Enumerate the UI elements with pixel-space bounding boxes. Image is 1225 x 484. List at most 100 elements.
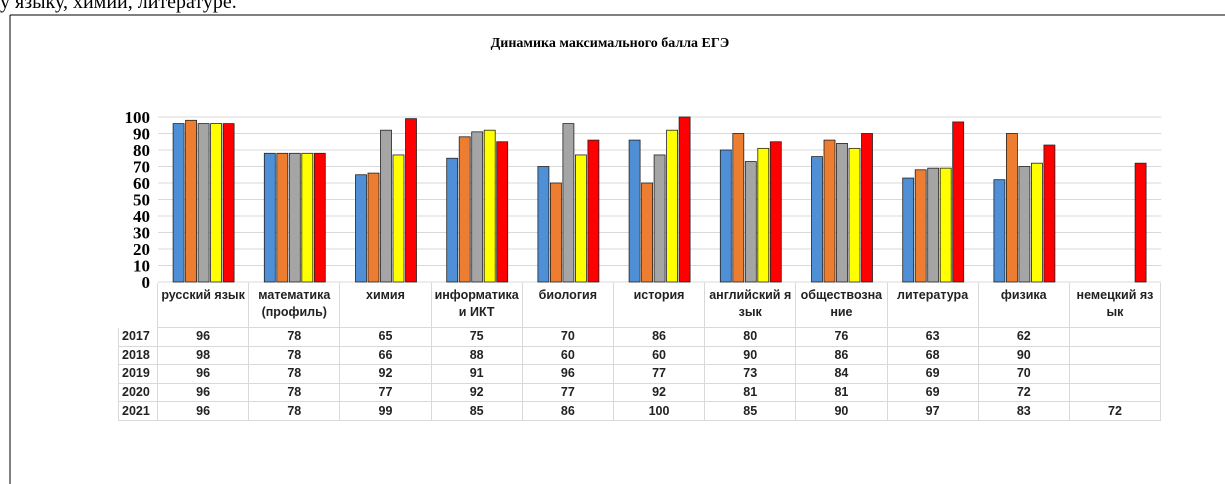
table-value: 80: [705, 328, 797, 347]
table-value: 98: [158, 346, 250, 366]
table-value: 73: [705, 365, 797, 384]
y-tick-label: 20: [133, 240, 150, 259]
table-value: 65: [340, 328, 432, 347]
bar: [471, 131, 484, 283]
bar: [1018, 166, 1031, 283]
table-value: 62: [978, 328, 1070, 347]
table-value: 83: [978, 402, 1070, 421]
bar: [641, 182, 653, 283]
table-value: 78: [249, 346, 341, 366]
bar: [927, 167, 940, 283]
bar: [1043, 144, 1056, 283]
table-value: [1069, 365, 1162, 384]
y-tick-label: 0: [142, 273, 151, 292]
y-tick-label: 70: [133, 158, 150, 177]
category-label: русский язык: [158, 283, 250, 328]
table-value: 96: [158, 383, 250, 403]
series-name: 2020: [118, 383, 158, 403]
table-value: 69: [887, 383, 979, 403]
bar: [1031, 162, 1043, 283]
table-value: 76: [796, 328, 888, 347]
series-name: 2019: [118, 365, 158, 384]
category-label: литература: [887, 283, 979, 328]
table-value: 86: [796, 346, 888, 366]
table-value: 84: [796, 365, 888, 384]
bar: [380, 129, 392, 283]
bar: [446, 157, 459, 283]
table-value: 88: [431, 346, 523, 366]
category-label: история: [613, 283, 706, 328]
bar: [496, 141, 509, 283]
bar: [185, 119, 198, 283]
table-value: 85: [431, 402, 523, 421]
bar: [483, 129, 496, 283]
bar: [263, 152, 276, 283]
y-tick-label: 100: [125, 108, 151, 127]
table-value: 70: [978, 365, 1070, 384]
series-name: 2018: [118, 346, 158, 366]
category-label: биология: [522, 283, 614, 328]
table-value: 96: [158, 365, 250, 384]
bar: [587, 139, 600, 283]
table-value: 90: [978, 346, 1070, 366]
chart-title: Динамика максимального балла ЕГЭ: [491, 36, 730, 51]
category-label: химия: [340, 283, 432, 328]
table-value: 78: [249, 328, 341, 347]
table-value: [1069, 383, 1162, 403]
table-value: 72: [1069, 402, 1162, 421]
bar: [666, 129, 678, 283]
table-value: 78: [249, 402, 341, 421]
bar: [537, 166, 550, 283]
table-value: 97: [887, 402, 979, 421]
page-text: у языку, химии, литературе.: [0, 0, 237, 13]
bar: [575, 154, 587, 283]
table-value: 63: [887, 328, 979, 347]
bar: [392, 154, 405, 283]
table-corner: [118, 283, 158, 328]
bar: [1134, 162, 1147, 283]
table-value: 75: [431, 328, 523, 347]
table-value: 60: [522, 346, 614, 366]
y-tick-label: 30: [133, 224, 150, 243]
table-value: 96: [522, 365, 614, 384]
bar: [288, 152, 301, 283]
y-tick-label: 50: [133, 191, 150, 210]
y-tick-label: 40: [133, 207, 150, 226]
table-value: [1069, 328, 1162, 347]
series-name: 2021: [118, 402, 158, 421]
category-label: английский язык: [705, 283, 797, 328]
bar: [313, 152, 326, 283]
bar: [355, 174, 367, 283]
table-value: 77: [340, 383, 432, 403]
table-value: 77: [522, 383, 614, 403]
table-value: 68: [887, 346, 979, 366]
y-tick-label: 60: [133, 174, 150, 193]
table-value: 90: [796, 402, 888, 421]
bar: [823, 139, 836, 283]
table-value: 92: [340, 365, 432, 384]
bar: [458, 136, 471, 283]
table-value: 66: [340, 346, 432, 366]
table-value: 99: [340, 402, 432, 421]
bar: [902, 177, 915, 283]
bar: [222, 123, 235, 283]
table-value: 77: [613, 365, 706, 384]
y-tick-label: 80: [133, 141, 150, 160]
table-value: 81: [796, 383, 888, 403]
table-value: 100: [613, 402, 706, 421]
bar: [301, 152, 314, 283]
bar: [367, 172, 380, 283]
bar: [939, 167, 952, 283]
bar: [848, 147, 861, 283]
bar: [914, 169, 927, 283]
bar: [719, 149, 732, 283]
category-label: обществознание: [796, 283, 888, 328]
category-label: математика (профиль): [249, 283, 341, 328]
bar: [678, 116, 691, 283]
bar: [210, 123, 223, 283]
bar: [952, 121, 965, 283]
table-value: 60: [613, 346, 706, 366]
bar: [811, 156, 823, 283]
table-value: 96: [158, 328, 250, 347]
